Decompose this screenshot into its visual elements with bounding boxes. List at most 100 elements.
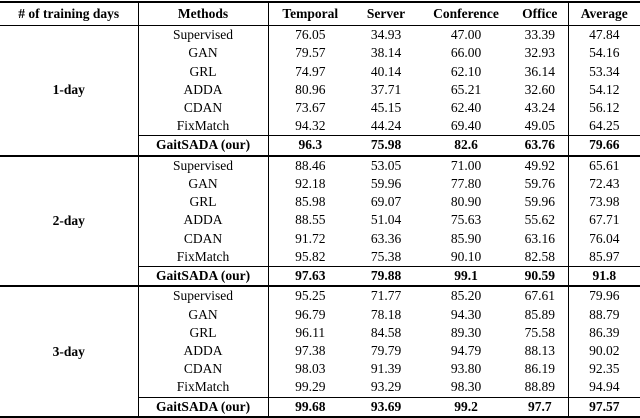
value-temporal: 97.63	[268, 265, 352, 288]
value-office: 82.58	[512, 247, 569, 267]
method-name: CDAN	[138, 360, 269, 379]
value-office: 49.05	[512, 117, 569, 136]
method-name: GAN	[138, 44, 269, 63]
value-average: 85.97	[589, 248, 620, 264]
value-server: 45.15	[370, 100, 402, 115]
method-name: GaitSADA (our)	[138, 135, 269, 157]
value-temporal: 73.67	[295, 100, 326, 115]
method-name: ADDA	[138, 211, 269, 230]
value-average: 88.79	[589, 306, 620, 322]
value-average: 47.84	[589, 27, 620, 43]
value-server: 51.04	[370, 212, 402, 228]
result-row: GRL 85.98 69.07 80.90 59.96 73.98	[0, 193, 640, 212]
value-average: 79.66	[568, 135, 640, 157]
value-temporal: 91.72	[295, 230, 326, 246]
value-average: 64.25	[589, 118, 620, 134]
value-office: 59.96	[512, 193, 569, 212]
value-average: 86.39	[589, 324, 620, 340]
value-office: 63.16	[512, 229, 569, 248]
value-temporal: 99.29	[295, 379, 326, 395]
day-label: 1-day	[0, 25, 139, 157]
value-temporal: 95.25	[295, 288, 326, 304]
value-office: 36.14	[512, 62, 569, 81]
value-server: 69.07	[370, 194, 402, 210]
value-average: 92.35	[589, 361, 620, 377]
value-server: 44.24	[370, 118, 402, 134]
value-average: 76.04	[589, 230, 620, 246]
result-row: CDAN 73.67 45.15 62.40 43.24 56.12	[0, 98, 640, 118]
value-average: 65.61	[589, 157, 620, 173]
value-conference: 66.00	[450, 45, 482, 61]
method-name: FixMatch	[138, 378, 269, 398]
value-conference: 85.90	[450, 230, 482, 246]
value-server: 91.39	[370, 361, 402, 377]
value-conference: 99.2	[420, 396, 512, 418]
value-temporal: 96.11	[295, 324, 326, 340]
method-name: FixMatch	[138, 247, 269, 267]
header-office: Office	[512, 1, 569, 26]
value-office: 59.76	[512, 174, 569, 194]
table-body: 1-day Supervised 76.05 34.93 47.00 33.39 47.84…	[0, 25, 640, 418]
value-temporal: 80.96	[295, 81, 326, 97]
value-conference: 47.00	[450, 27, 482, 43]
value-temporal: 97.38	[295, 342, 326, 358]
value-temporal: 76.05	[295, 27, 326, 43]
method-name: Supervised	[138, 25, 269, 45]
value-conference: 90.10	[450, 248, 482, 264]
value-server: 93.29	[370, 379, 402, 395]
value-office: 86.19	[512, 360, 569, 379]
result-row: ADDA 97.38 79.79 94.79 88.13 90.02	[0, 341, 640, 361]
result-row: FixMatch 99.29 93.29 98.30 88.89 94.94	[0, 378, 640, 398]
value-server: 75.98	[352, 135, 420, 157]
value-average: 90.02	[589, 342, 620, 358]
method-name: CDAN	[138, 98, 269, 118]
value-server: 75.38	[370, 248, 402, 264]
result-row: GRL 74.97 40.14 62.10 36.14 53.34	[0, 62, 640, 81]
value-office: 88.89	[512, 378, 569, 398]
value-office: 32.93	[512, 44, 569, 63]
method-name: ADDA	[138, 341, 269, 361]
value-office: 33.39	[512, 25, 569, 45]
value-conference: 77.80	[450, 175, 482, 191]
result-row-gaitsada: GaitSADA (our) 96.3 75.98 82.6 63.76 79.66	[0, 135, 640, 157]
value-server: 93.69	[352, 396, 420, 418]
value-average: 79.96	[589, 288, 620, 304]
result-row: CDAN 98.03 91.39 93.80 86.19 92.35	[0, 360, 640, 379]
method-name: GRL	[138, 193, 269, 212]
method-name: GAN	[138, 174, 269, 194]
method-name: FixMatch	[138, 117, 269, 136]
method-name: Supervised	[138, 155, 269, 175]
value-temporal: 79.57	[295, 45, 326, 61]
value-office: 55.62	[512, 211, 569, 230]
value-temporal: 96.79	[295, 306, 326, 322]
value-office: 32.60	[512, 80, 569, 99]
value-server: 79.79	[370, 342, 402, 358]
value-temporal: 99.68	[268, 396, 352, 418]
table-header: # of training days Methods Temporal Serv…	[0, 1, 640, 26]
value-conference: 71.00	[450, 157, 482, 173]
value-average: 67.71	[589, 212, 620, 228]
method-name: GRL	[138, 62, 269, 81]
header-server: Server	[352, 1, 420, 26]
value-conference: 98.30	[450, 379, 482, 395]
value-office: 90.59	[512, 265, 569, 288]
value-office: 85.89	[512, 305, 569, 324]
method-name: GAN	[138, 305, 269, 324]
value-conference: 62.40	[450, 100, 482, 115]
value-temporal: 95.82	[295, 248, 326, 264]
value-average: 97.57	[568, 396, 640, 418]
result-row-gaitsada: GaitSADA (our) 99.68 93.69 99.2 97.7 97.57	[0, 396, 640, 418]
value-temporal: 88.55	[295, 212, 326, 228]
value-server: 84.58	[370, 324, 402, 340]
value-conference: 62.10	[450, 63, 482, 79]
value-conference: 99.1	[420, 265, 512, 288]
value-temporal: 88.46	[295, 157, 326, 173]
method-name: GRL	[138, 323, 269, 342]
result-row: GAN 96.79 78.18 94.30 85.89 88.79	[0, 305, 640, 324]
result-row: GRL 96.11 84.58 89.30 75.58 86.39	[0, 323, 640, 342]
value-conference: 82.6	[420, 135, 512, 157]
value-server: 40.14	[370, 63, 402, 79]
result-row: FixMatch 94.32 44.24 69.40 49.05 64.25	[0, 117, 640, 136]
value-temporal: 94.32	[295, 118, 326, 134]
